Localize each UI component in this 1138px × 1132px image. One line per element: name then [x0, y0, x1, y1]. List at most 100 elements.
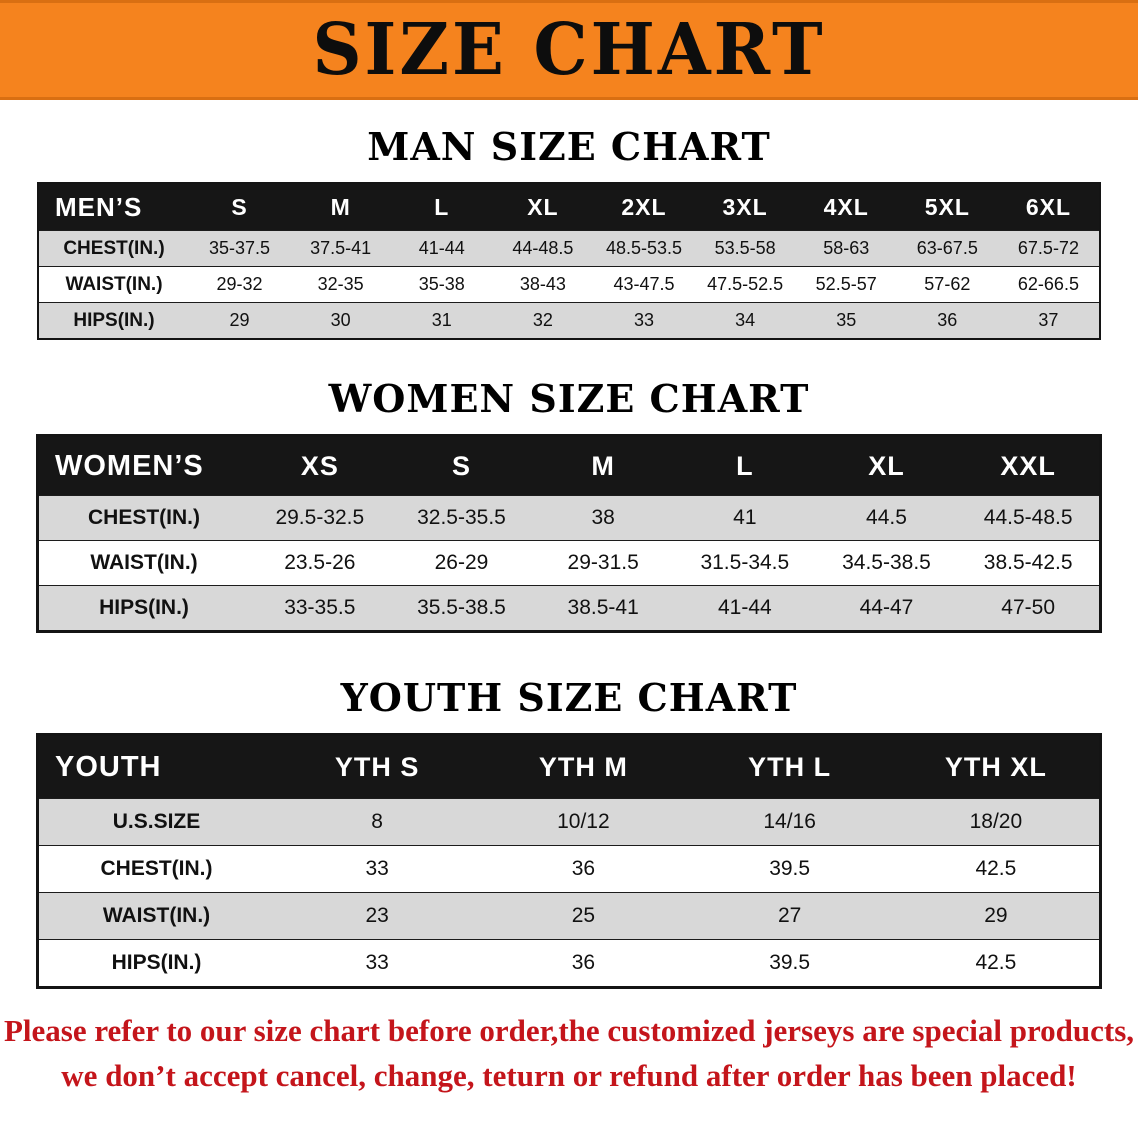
- table-cell: 26-29: [434, 551, 489, 574]
- column-header: 5XL: [924, 193, 970, 220]
- table-cell: 33: [633, 310, 654, 330]
- column-header: XL: [527, 193, 559, 220]
- table-cell: 41-44: [418, 238, 465, 258]
- column-header: XL: [868, 450, 905, 481]
- table-cell: 29: [229, 310, 250, 330]
- row-label: CHEST(IN.): [63, 237, 165, 259]
- table-header-row: WOMEN’S XS S M L XL XXL: [39, 437, 1099, 495]
- table-title-cell: MEN’S: [55, 191, 143, 222]
- table-cell: 35.5-38.5: [417, 596, 506, 619]
- table-cell: 42.5: [975, 951, 1017, 974]
- page-title: SIZE CHART: [312, 8, 826, 92]
- table-cell: 53.5-58: [714, 238, 776, 258]
- table-title-cell: YOUTH: [55, 750, 162, 783]
- column-header: M: [330, 193, 351, 220]
- table-cell: 44-48.5: [512, 238, 574, 258]
- men-section-title: MAN SIZE CHART: [367, 124, 771, 169]
- table-cell: 27: [777, 904, 802, 927]
- row-label: CHEST(IN.): [100, 857, 213, 880]
- table-cell: 30: [330, 310, 351, 330]
- column-header: XXL: [1000, 450, 1056, 481]
- table-cell: 36: [571, 951, 596, 974]
- table-cell: 39.5: [769, 951, 811, 974]
- table-row: WAIST(IN.) 23 25 27 29: [39, 892, 1099, 939]
- table-cell: 10/12: [557, 810, 610, 833]
- column-header: YTH S: [334, 751, 420, 782]
- table-cell: 25: [571, 904, 596, 927]
- column-header: L: [736, 450, 754, 481]
- table-row: HIPS(IN.) 33 36 39.5 42.5: [39, 939, 1099, 986]
- row-label: HIPS(IN.): [99, 596, 189, 619]
- table-cell: 62-66.5: [1017, 274, 1079, 294]
- table-cell: 52.5-57: [815, 274, 877, 294]
- column-header: L: [434, 193, 450, 220]
- table-cell: 41: [733, 506, 757, 529]
- table-row: HIPS(IN.) 33-35.5 35.5-38.5 38.5-41 41-44 44-…: [39, 585, 1099, 630]
- table-header-row: MEN’S S M L XL 2XL 3XL 4XL 5XL 6XL: [39, 184, 1099, 230]
- table-body: U.S.SIZE 8 10/12 14/16 18/20 CHEST(IN.) 33 36 39…: [39, 798, 1099, 986]
- table-cell: 38-43: [519, 274, 566, 294]
- row-label: U.S.SIZE: [112, 810, 201, 833]
- row-label: WAIST(IN.): [65, 273, 163, 295]
- table-row: HIPS(IN.) 29 30 31 32 33 34 35 36 37: [39, 302, 1099, 338]
- column-header: YTH M: [538, 751, 628, 782]
- table-cell: 44.5: [866, 506, 907, 529]
- table-row: WAIST(IN.) 23.5-26 26-29 29-31.5 31.5-34.5 34…: [39, 540, 1099, 585]
- table-cell: 39.5: [769, 857, 811, 880]
- table-row: WAIST(IN.) 29-32 32-35 35-38 38-43 43-47.5 47.…: [39, 266, 1099, 302]
- table-cell: 36: [571, 857, 596, 880]
- table-cell: 38.5-42.5: [983, 551, 1073, 574]
- table-cell: 34.5-38.5: [842, 551, 931, 574]
- table-cell: 31: [431, 310, 452, 330]
- table-cell: 35: [836, 310, 857, 330]
- table-header-row: YOUTH YTH S YTH M YTH L YTH XL: [39, 736, 1099, 798]
- table-cell: 47-50: [1001, 596, 1056, 619]
- table-cell: 38: [591, 506, 615, 529]
- disclaimer-line-1: Please refer to our size chart before or…: [3, 1013, 1135, 1048]
- table-cell: 43-47.5: [613, 274, 675, 294]
- column-header: 4XL: [823, 193, 869, 220]
- banner: SIZE CHART: [0, 0, 1138, 100]
- row-label: WAIST(IN.): [102, 904, 211, 927]
- table-cell: 29.5-32.5: [275, 506, 365, 529]
- column-header: YTH XL: [944, 751, 1047, 782]
- table-row: CHEST(IN.) 35-37.5 37.5-41 41-44 44-48.5 48.5…: [39, 230, 1099, 266]
- table-cell: 35-38: [418, 274, 465, 294]
- table-cell: 32: [532, 310, 553, 330]
- table-body: CHEST(IN.) 35-37.5 37.5-41 41-44 44-48.5 48.5…: [39, 230, 1099, 338]
- column-header: YTH L: [748, 751, 832, 782]
- table-cell: 57-62: [924, 274, 971, 294]
- women-section-title: WOMEN SIZE CHART: [328, 376, 810, 421]
- table-row: CHEST(IN.) 33 36 39.5 42.5: [39, 845, 1099, 892]
- table-cell: 41-44: [717, 596, 772, 619]
- table-row: CHEST(IN.) 29.5-32.5 32.5-35.5 38 41 44.5 44.5…: [39, 495, 1099, 540]
- table-cell: 42.5: [975, 857, 1017, 880]
- table-cell: 32-35: [317, 274, 364, 294]
- row-label: WAIST(IN.): [90, 551, 198, 574]
- column-header: S: [451, 450, 471, 481]
- table-cell: 38.5-41: [567, 596, 639, 619]
- column-header: 6XL: [1025, 193, 1072, 220]
- table-title-cell: WOMEN’S: [55, 449, 204, 482]
- table-cell: 36: [937, 310, 958, 330]
- table-cell: 18/20: [969, 810, 1023, 833]
- table-cell: 37.5-41: [310, 238, 372, 258]
- table-cell: 33: [365, 951, 389, 974]
- disclaimer-line-2: we don’t accept cancel, change, teturn o…: [61, 1057, 1077, 1093]
- youth-size-table: YOUTH YTH S YTH M YTH L YTH XL U.S.SIZE 8 10/12…: [36, 733, 1102, 989]
- table-cell: 35-37.5: [209, 238, 271, 258]
- table-cell: 58-63: [823, 238, 870, 258]
- table-cell: 67.5-72: [1017, 238, 1079, 258]
- disclaimer-note: Please refer to our size chart before or…: [0, 1009, 1138, 1099]
- table-cell: 8: [371, 810, 383, 833]
- table-cell: 33-35.5: [284, 596, 356, 619]
- table-cell: 23: [365, 904, 389, 927]
- table-cell: 29: [984, 904, 1008, 927]
- table-cell: 44.5-48.5: [983, 506, 1073, 529]
- column-header: M: [591, 450, 615, 481]
- table-cell: 14/16: [763, 810, 816, 833]
- table-cell: 31.5-34.5: [700, 551, 790, 574]
- row-label: CHEST(IN.): [88, 506, 200, 529]
- column-header: XS: [300, 450, 339, 481]
- column-header: 2XL: [621, 193, 667, 220]
